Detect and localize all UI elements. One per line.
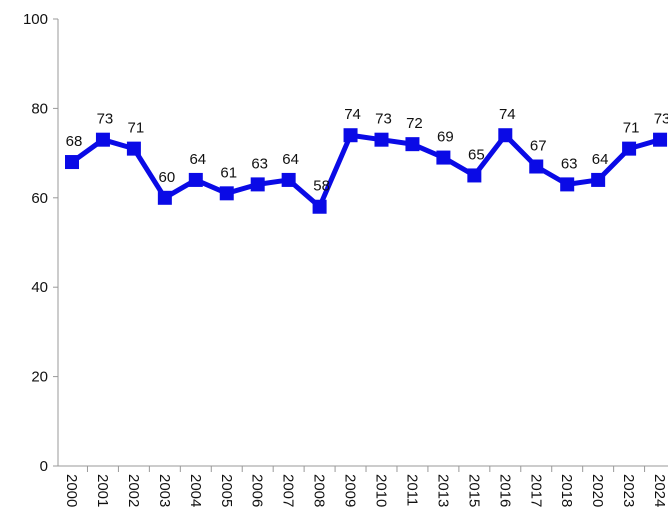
y-tick-label: 100: [23, 11, 48, 28]
data-label: 71: [623, 120, 640, 137]
x-tick-label: 2020: [589, 474, 606, 507]
x-tick-label: 2015: [465, 474, 482, 507]
data-label: 68: [66, 133, 83, 150]
data-label: 64: [282, 151, 299, 168]
marker: [188, 172, 203, 187]
x-tick-label: 2007: [280, 474, 297, 507]
data-label: 63: [251, 155, 268, 172]
marker: [653, 132, 668, 147]
marker: [436, 150, 451, 165]
data-label: 67: [530, 138, 547, 155]
x-tick-label: 2017: [527, 474, 544, 507]
data-label: 64: [189, 151, 206, 168]
y-tick-label: 0: [40, 458, 48, 475]
x-tick-label: 2018: [558, 474, 575, 507]
marker: [498, 128, 513, 143]
data-label: 73: [97, 111, 114, 128]
marker: [250, 177, 265, 192]
data-label: 60: [159, 169, 176, 186]
marker: [591, 172, 606, 187]
data-label: 64: [592, 151, 609, 168]
data-label: 74: [499, 106, 516, 123]
x-tick-label: 2024: [651, 474, 668, 507]
x-tick-label: 2010: [373, 474, 390, 507]
x-tick-label: 2016: [496, 474, 513, 507]
marker: [65, 155, 79, 170]
data-label: 72: [406, 115, 423, 132]
x-tick-label: 2003: [156, 474, 173, 507]
x-tick-label: 2009: [342, 474, 359, 507]
marker: [467, 168, 482, 183]
y-tick-label: 80: [31, 100, 48, 117]
x-tick-label: 2002: [125, 474, 142, 507]
marker: [622, 141, 637, 156]
x-tick-label: 2004: [187, 474, 204, 507]
marker: [529, 159, 544, 174]
marker: [343, 128, 358, 143]
x-tick-label: 2000: [63, 474, 80, 507]
x-tick-label: 2005: [218, 474, 235, 507]
data-label: 63: [561, 155, 578, 172]
x-tick-label: 2006: [249, 474, 266, 507]
data-label: 65: [468, 146, 485, 163]
marker: [157, 190, 172, 205]
marker: [126, 141, 141, 156]
data-label: 74: [344, 106, 361, 123]
x-tick-label: 2008: [311, 474, 328, 507]
marker: [405, 137, 420, 152]
x-tick-label: 2001: [94, 474, 111, 507]
marker: [374, 132, 389, 147]
data-label: 61: [220, 164, 237, 181]
x-tick-label: 2013: [434, 474, 451, 507]
data-label: 73: [654, 111, 668, 128]
y-tick-label: 60: [31, 190, 48, 207]
marker: [312, 199, 327, 214]
data-label: 69: [437, 129, 454, 146]
marker: [560, 177, 575, 192]
marker: [95, 132, 110, 147]
marker: [219, 186, 234, 201]
marker: [281, 172, 296, 187]
y-tick-label: 40: [31, 279, 48, 296]
data-label: 71: [128, 120, 145, 137]
data-label: 58: [313, 178, 330, 195]
y-tick-label: 20: [31, 369, 48, 386]
data-label: 73: [375, 111, 392, 128]
x-tick-label: 2023: [620, 474, 637, 507]
x-tick-label: 2011: [403, 474, 420, 506]
